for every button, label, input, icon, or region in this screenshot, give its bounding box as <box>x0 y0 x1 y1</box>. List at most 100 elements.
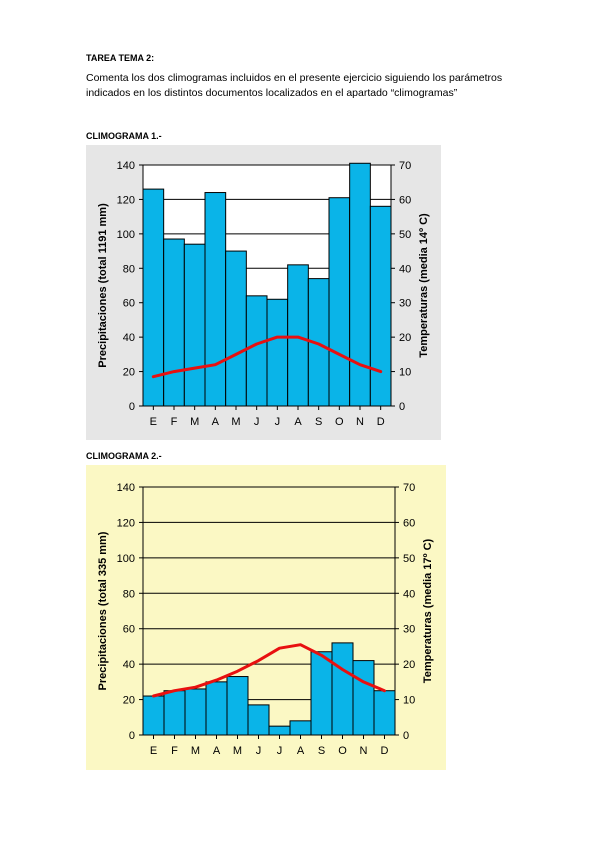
precipitation-bar <box>205 681 228 736</box>
x-tick-label: O <box>335 416 344 428</box>
x-tick-label: F <box>171 745 178 757</box>
x-tick-label: J <box>254 416 260 428</box>
precipitation-bar <box>369 205 392 407</box>
y2-tick-label: 60 <box>399 194 411 206</box>
y-tick-label: 20 <box>123 695 135 707</box>
y2-tick-label: 0 <box>403 730 409 742</box>
y2-tick-label: 20 <box>399 332 411 344</box>
precipitation-bar <box>310 651 333 736</box>
temperature-point <box>215 679 218 681</box>
x-tick-label: A <box>297 745 305 757</box>
temperature-point <box>255 343 258 345</box>
temperature-line <box>152 643 386 698</box>
y2-tick-label: 30 <box>399 298 411 310</box>
precipitation-bar <box>204 192 227 407</box>
precipitation-bar <box>331 642 354 736</box>
temperature-point <box>236 670 239 673</box>
y2-tick-label: 50 <box>403 553 415 565</box>
climogram-2-heading: CLIMOGRAMA 2.- <box>86 451 162 461</box>
x-tick-label: O <box>338 745 347 757</box>
y-tick-label: 20 <box>123 367 135 379</box>
precipitation-bar <box>142 695 165 736</box>
x-tick-label: J <box>256 745 262 757</box>
task-instructions: Comenta los dos climogramas incluidos en… <box>86 72 503 99</box>
y2-axis-title: Temperaturas (media 14º C) <box>418 213 430 358</box>
y2-tick-label: 40 <box>399 263 411 275</box>
y2-axis-title: Temperaturas (media 17º C) <box>422 538 434 683</box>
x-tick-label: N <box>360 745 368 757</box>
temperature-point <box>299 643 302 646</box>
precipitation-bar <box>183 243 206 407</box>
y-tick-label: 60 <box>123 298 135 310</box>
temperature-point <box>173 370 175 373</box>
temperature-line <box>151 335 383 379</box>
temperature-point <box>214 363 217 366</box>
y2-tick-label: 50 <box>399 229 411 241</box>
precipitation-bar <box>225 250 247 407</box>
y2-tick-label: 70 <box>403 482 415 494</box>
climogram-1-heading: CLIMOGRAMA 1.- <box>86 131 162 141</box>
temperature-point <box>173 689 176 692</box>
precipitation-bar <box>163 690 186 736</box>
y-tick-label: 140 <box>117 482 135 494</box>
temperature-point <box>359 363 361 366</box>
x-tick-label: M <box>190 416 199 428</box>
x-tick-label: D <box>381 745 389 757</box>
precipitation-bar <box>287 264 309 407</box>
y-tick-label: 80 <box>123 263 135 275</box>
x-tick-label: S <box>318 745 325 757</box>
temperature-point <box>152 375 155 378</box>
temperature-point <box>257 659 260 662</box>
temperature-point <box>235 353 237 356</box>
y-tick-label: 120 <box>117 194 135 206</box>
x-tick-label: D <box>377 416 385 428</box>
x-tick-label: M <box>231 416 240 428</box>
y-tick-label: 80 <box>123 588 135 600</box>
temperature-point <box>379 370 382 373</box>
precipitation-bar <box>184 688 207 736</box>
precipitation-bar <box>373 690 396 736</box>
y-tick-label: 0 <box>129 730 135 742</box>
y2-tick-label: 10 <box>399 367 411 379</box>
temperature-point <box>297 336 299 338</box>
y2-tick-label: 60 <box>403 517 415 529</box>
y2-tick-label: 70 <box>399 160 411 172</box>
y-tick-label: 0 <box>129 401 135 413</box>
precipitation-bar <box>245 295 268 407</box>
y-tick-label: 100 <box>117 553 135 565</box>
y2-tick-label: 10 <box>403 695 415 707</box>
precipitation-bar <box>163 238 185 407</box>
climogram-2-figure: 0 20 40 60 80 100 120 140 0 10 20 30 40 50 60 70 E F M A M J J… <box>86 465 446 770</box>
precipitation-bar <box>266 298 289 407</box>
y-tick-label: 40 <box>123 659 135 671</box>
x-tick-label: E <box>150 416 157 428</box>
x-tick-label: N <box>356 416 364 428</box>
precipitation-bar <box>226 676 249 736</box>
y-tick-label: 140 <box>117 160 135 172</box>
temperature-point <box>341 668 344 671</box>
y2-tick-label: 30 <box>403 624 415 636</box>
temperature-point <box>194 686 197 688</box>
temperature-point <box>152 695 155 697</box>
x-tick-label: A <box>294 416 302 428</box>
x-tick-label: A <box>212 416 220 428</box>
y-tick-label: 120 <box>117 517 135 529</box>
x-tick-label: J <box>275 416 281 428</box>
precipitation-bar <box>352 660 375 736</box>
temperature-point <box>383 689 386 692</box>
precipitation-bar <box>328 197 351 407</box>
precipitation-bar <box>268 725 291 736</box>
temperature-point <box>362 681 365 683</box>
temperature-point <box>278 647 281 649</box>
temperature-point <box>317 343 320 345</box>
x-tick-label: A <box>213 745 221 757</box>
y2-tick-label: 0 <box>399 401 405 413</box>
y-tick-label: 60 <box>123 624 135 636</box>
y2-tick-label: 40 <box>403 588 415 600</box>
temperature-point <box>193 367 196 369</box>
climogram-1-figure: 0 20 40 60 80 100 120 140 0 10 20 30 40 50 60 70 E F M A M J J… <box>86 145 441 440</box>
precipitation-bar <box>349 162 371 407</box>
x-tick-label: M <box>191 745 200 757</box>
